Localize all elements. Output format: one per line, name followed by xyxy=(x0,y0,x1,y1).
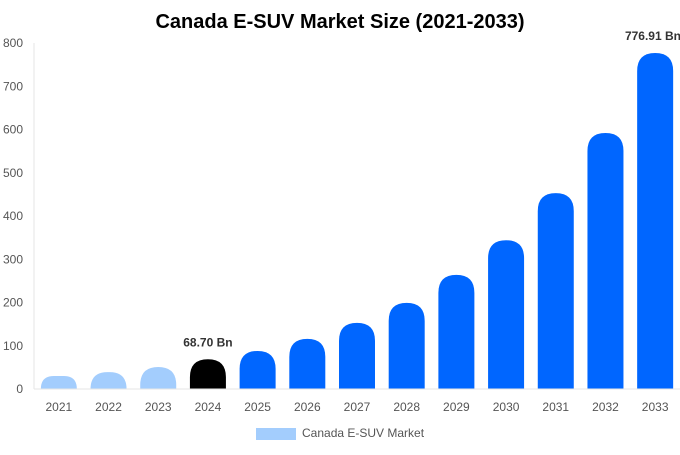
x-tick-label: 2027 xyxy=(344,400,371,414)
y-tick-label: 100 xyxy=(3,339,23,353)
y-tick-label: 300 xyxy=(3,252,23,266)
y-tick-label: 800 xyxy=(3,36,23,50)
x-tick-label: 2022 xyxy=(95,400,122,414)
y-tick-label: 600 xyxy=(3,123,23,137)
x-tick-label: 2028 xyxy=(393,400,420,414)
data-label: 776.91 Bn xyxy=(625,29,680,43)
legend-label: Canada E-SUV Market xyxy=(302,426,425,440)
x-tick-label: 2033 xyxy=(642,400,669,414)
data-label: 68.70 Bn xyxy=(183,335,232,349)
bar-2032 xyxy=(587,132,624,389)
bar-2022 xyxy=(90,372,127,389)
x-tick-label: 2026 xyxy=(294,400,321,414)
bar-2030 xyxy=(488,240,525,389)
bar-2026 xyxy=(289,338,326,389)
y-tick-label: 500 xyxy=(3,166,23,180)
bar-2031 xyxy=(537,193,574,389)
x-tick-label: 2029 xyxy=(443,400,470,414)
y-tick-label: 0 xyxy=(16,382,23,396)
legend: Canada E-SUV Market xyxy=(256,426,425,440)
x-tick-label: 2025 xyxy=(244,400,271,414)
bar-2025 xyxy=(239,350,276,389)
bar-2027 xyxy=(339,322,375,389)
x-tick-label: 2030 xyxy=(493,400,520,414)
x-tick-label: 2031 xyxy=(542,400,569,414)
bar-2023 xyxy=(140,366,177,389)
x-tick-label: 2021 xyxy=(45,400,72,414)
y-tick-label: 200 xyxy=(3,296,23,310)
bar-2033 xyxy=(637,52,674,390)
legend-swatch xyxy=(256,428,296,440)
y-tick-label: 400 xyxy=(3,209,23,223)
chart-title: Canada E-SUV Market Size (2021-2033) xyxy=(155,11,524,33)
bar-2029 xyxy=(438,274,475,389)
bar-2028 xyxy=(388,302,425,389)
x-tick-label: 2024 xyxy=(195,400,222,414)
bar-2024 xyxy=(189,359,226,389)
y-tick-label: 700 xyxy=(3,79,23,93)
bar-2021 xyxy=(40,376,77,389)
x-tick-label: 2023 xyxy=(145,400,172,414)
x-tick-label: 2032 xyxy=(592,400,619,414)
